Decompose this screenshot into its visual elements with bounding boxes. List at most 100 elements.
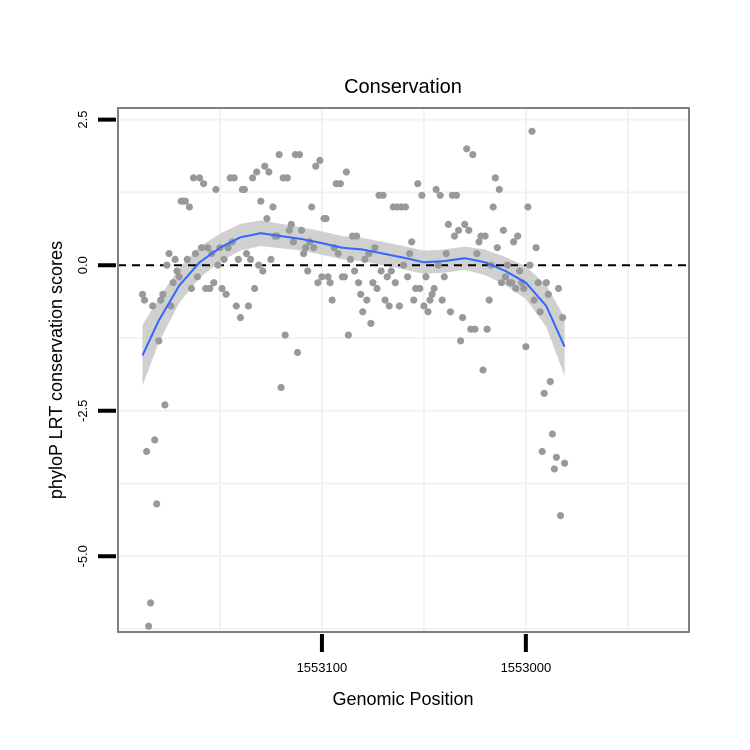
data-point [232, 302, 240, 310]
data-point [344, 331, 352, 339]
data-point [265, 168, 273, 176]
data-point [542, 279, 550, 287]
data-point [556, 511, 565, 520]
data-point [438, 296, 446, 304]
data-point [534, 279, 542, 287]
data-point [373, 284, 381, 293]
data-point [281, 331, 289, 339]
data-point [326, 279, 334, 287]
data-point [495, 185, 503, 194]
data-point [395, 302, 403, 310]
data-point [328, 296, 336, 304]
data-point [404, 273, 412, 281]
data-point [230, 174, 238, 182]
data-point [479, 366, 487, 374]
data-point [140, 296, 149, 304]
data-point [536, 308, 544, 316]
data-point [198, 244, 206, 252]
data-point [175, 273, 183, 281]
data-point [218, 284, 226, 293]
y-axis-label: phyloP LRT conservation scores [46, 241, 66, 499]
data-point [526, 261, 534, 269]
data-point [452, 191, 461, 199]
data-point [263, 215, 271, 223]
data-point [355, 279, 363, 287]
data-point [340, 273, 348, 281]
data-point [524, 203, 532, 211]
data-point [318, 273, 326, 281]
data-point [371, 244, 379, 252]
data-point [410, 296, 418, 304]
data-point [244, 302, 253, 310]
data-point [187, 284, 195, 293]
data-point [399, 261, 408, 269]
data-point [143, 447, 151, 456]
plot-frame [117, 107, 690, 633]
data-point [267, 255, 275, 263]
x-axis-label: Genomic Position [332, 689, 473, 709]
data-point [481, 232, 489, 240]
data-point [314, 279, 322, 287]
data-point [424, 308, 432, 316]
data-point [485, 296, 493, 304]
data-point [369, 279, 377, 287]
data-point [473, 250, 481, 258]
data-point [169, 279, 177, 287]
data-point [251, 284, 259, 293]
data-point [351, 267, 359, 275]
data-point [149, 302, 157, 310]
data-point [316, 156, 324, 164]
data-point [204, 244, 212, 252]
data-point [249, 174, 257, 182]
data-point [189, 174, 198, 182]
data-points [138, 127, 569, 630]
data-point [497, 279, 505, 287]
data-point [552, 453, 561, 461]
data-point [434, 261, 442, 269]
data-point [546, 378, 554, 386]
data-point [308, 203, 316, 211]
data-point [516, 267, 524, 275]
data-point [210, 279, 218, 287]
data-point [440, 273, 448, 281]
grid-lines [118, 108, 689, 632]
data-point [442, 250, 450, 258]
data-point [491, 174, 499, 182]
data-point [297, 226, 306, 234]
data-point [469, 151, 477, 159]
data-point [544, 290, 552, 298]
data-point [383, 273, 391, 281]
data-point [206, 284, 214, 293]
data-point [416, 284, 424, 293]
data-point [430, 284, 438, 293]
data-point [181, 197, 189, 205]
data-point [432, 185, 440, 194]
data-point [173, 267, 181, 275]
data-point [342, 168, 350, 176]
data-point [514, 232, 522, 240]
data-point [401, 203, 410, 211]
data-point [285, 226, 293, 234]
data-point [528, 127, 536, 135]
data-point [259, 267, 267, 275]
x-tick-label: 1553100 [297, 660, 348, 675]
data-point [196, 174, 204, 182]
data-point [212, 185, 220, 194]
data-point [165, 250, 173, 258]
data-point [247, 255, 255, 263]
data-point [193, 273, 202, 281]
data-point [377, 267, 385, 275]
data-point [501, 273, 510, 281]
data-point [554, 284, 563, 293]
data-point [455, 226, 463, 234]
data-point [224, 244, 232, 252]
data-point [475, 238, 483, 246]
data-point [391, 279, 399, 287]
data-point [183, 255, 191, 263]
data-point [471, 325, 479, 333]
data-point [444, 220, 452, 228]
data-point [295, 151, 304, 159]
y-tick-label: 0.0 [75, 256, 90, 274]
data-point [287, 220, 295, 228]
